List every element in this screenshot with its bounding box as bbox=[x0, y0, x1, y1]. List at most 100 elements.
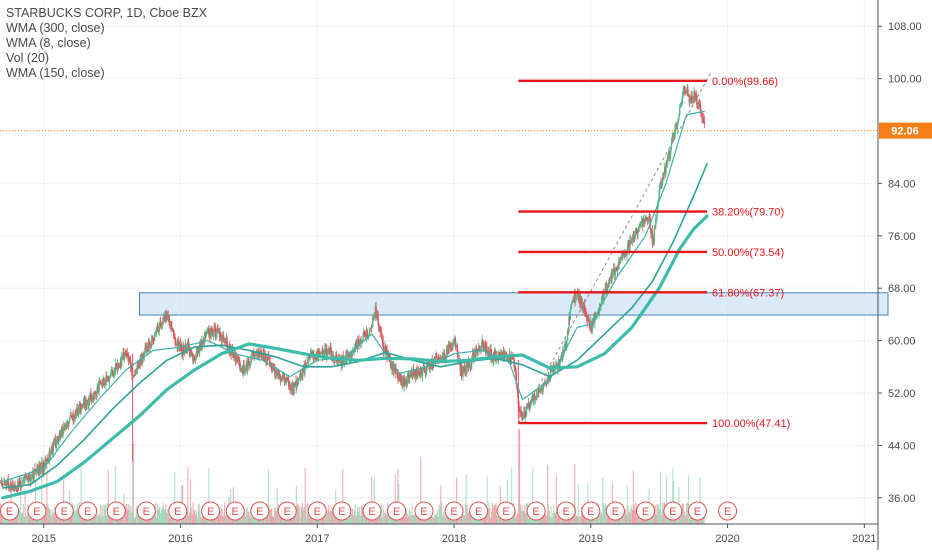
volume-bar bbox=[222, 516, 224, 524]
candle-body bbox=[413, 368, 415, 375]
earnings-marker[interactable] bbox=[168, 501, 188, 521]
candle-body bbox=[562, 350, 565, 352]
volume-bar bbox=[19, 507, 21, 524]
earnings-marker[interactable] bbox=[54, 501, 74, 521]
candle-body bbox=[653, 227, 656, 241]
earnings-marker[interactable] bbox=[556, 501, 576, 521]
candle-body bbox=[640, 221, 643, 223]
earnings-marker[interactable] bbox=[444, 501, 464, 521]
candle-body bbox=[613, 268, 615, 270]
candle-body bbox=[586, 313, 588, 319]
volume-bar bbox=[189, 479, 192, 524]
volume-bar bbox=[136, 504, 138, 524]
volume-bar bbox=[617, 516, 620, 524]
volume-bar bbox=[365, 515, 367, 524]
volume-bar bbox=[303, 507, 305, 524]
earnings-marker[interactable] bbox=[250, 501, 270, 521]
volume-bar bbox=[371, 476, 373, 524]
volume-bar bbox=[196, 511, 198, 524]
earnings-marker[interactable] bbox=[27, 501, 47, 521]
volume-bar bbox=[96, 506, 98, 524]
earnings-label: E bbox=[532, 506, 539, 518]
earnings-marker[interactable] bbox=[718, 501, 738, 521]
volume-bar bbox=[104, 505, 106, 524]
earnings-marker[interactable] bbox=[496, 501, 516, 521]
earnings-marker[interactable] bbox=[0, 501, 20, 521]
earnings-marker[interactable] bbox=[687, 501, 707, 521]
volume-bar bbox=[180, 517, 182, 524]
earnings-marker[interactable] bbox=[605, 501, 625, 521]
volume-bar bbox=[492, 507, 494, 524]
volume-bar bbox=[655, 515, 657, 524]
volume-bar bbox=[559, 516, 561, 524]
earnings-label: E bbox=[669, 506, 676, 518]
candle-body bbox=[306, 362, 308, 368]
earnings-marker[interactable] bbox=[201, 501, 221, 521]
legend-indicator-wma-150[interactable]: WMA (150, close) bbox=[6, 66, 105, 80]
candle-body bbox=[268, 356, 270, 360]
candle-body bbox=[656, 209, 658, 218]
volume-bar bbox=[349, 509, 351, 524]
legend-indicator-wma-300[interactable]: WMA (300, close) bbox=[6, 21, 105, 35]
earnings-marker[interactable] bbox=[414, 501, 434, 521]
trend-line[interactable] bbox=[517, 71, 712, 424]
volume-bar bbox=[432, 516, 434, 524]
candle-body bbox=[576, 293, 578, 297]
candle-body bbox=[19, 485, 22, 488]
earnings-marker[interactable] bbox=[636, 501, 656, 521]
resistance-zone[interactable] bbox=[138, 292, 889, 316]
candle-body bbox=[260, 350, 262, 359]
candle-body bbox=[472, 353, 474, 356]
earnings-label: E bbox=[587, 506, 594, 518]
earnings-marker[interactable] bbox=[225, 501, 245, 521]
candle-body bbox=[375, 306, 377, 317]
volume-bar bbox=[195, 514, 197, 524]
earnings-marker[interactable] bbox=[277, 501, 297, 521]
earnings-marker[interactable] bbox=[332, 501, 352, 521]
volume-bar bbox=[70, 511, 72, 524]
volume-bar bbox=[610, 515, 612, 524]
volume-bar bbox=[221, 508, 223, 524]
candle-body bbox=[348, 353, 351, 360]
candle-body bbox=[21, 481, 23, 487]
volume-bar bbox=[657, 506, 659, 524]
legend-indicator-wma-8[interactable]: WMA (8, close) bbox=[6, 36, 91, 50]
candle-body bbox=[678, 114, 680, 120]
volume-bar bbox=[280, 516, 282, 524]
earnings-marker[interactable] bbox=[362, 501, 382, 521]
volume-bar bbox=[276, 488, 278, 524]
candle-body bbox=[277, 370, 280, 375]
legend-title[interactable]: STARBUCKS CORP, 1D, Cboe BZX bbox=[6, 6, 207, 20]
earnings-marker[interactable] bbox=[581, 501, 601, 521]
legend-indicator-volume[interactable]: Vol (20) bbox=[6, 51, 50, 65]
candle-body bbox=[584, 311, 587, 313]
earnings-marker[interactable] bbox=[387, 501, 407, 521]
volume-bar bbox=[428, 515, 430, 524]
fibonacci-levels[interactable]: 0.00%(99.66) 38.20%(79.70) 50.00%(73.54) 61… bbox=[518, 76, 790, 430]
earnings-marker[interactable] bbox=[136, 501, 156, 521]
earnings-marker[interactable] bbox=[469, 501, 489, 521]
volume-bar bbox=[439, 506, 441, 524]
earnings-marker[interactable] bbox=[663, 501, 683, 521]
candle-body bbox=[452, 340, 455, 343]
volume-bar bbox=[490, 517, 492, 524]
volume-bar bbox=[22, 503, 24, 524]
earnings-marker[interactable] bbox=[106, 501, 126, 521]
fib-label-2: 50.00%(73.54) bbox=[712, 247, 784, 259]
candle-body bbox=[516, 384, 518, 389]
earnings-marker[interactable] bbox=[78, 501, 98, 521]
candle-body bbox=[396, 373, 399, 375]
y-tick-label: 36.00 bbox=[888, 493, 916, 505]
candle-body bbox=[666, 159, 669, 165]
volume-bar bbox=[565, 517, 567, 524]
candle-body bbox=[330, 347, 332, 352]
earnings-marker[interactable] bbox=[526, 501, 546, 521]
earnings-marker[interactable] bbox=[307, 501, 327, 521]
candle-body bbox=[28, 474, 31, 477]
volume-bar bbox=[257, 517, 259, 524]
candle-body bbox=[144, 347, 146, 354]
chart-legend[interactable]: STARBUCKS CORP, 1D, Cboe BZX WMA (300, c… bbox=[6, 6, 207, 81]
